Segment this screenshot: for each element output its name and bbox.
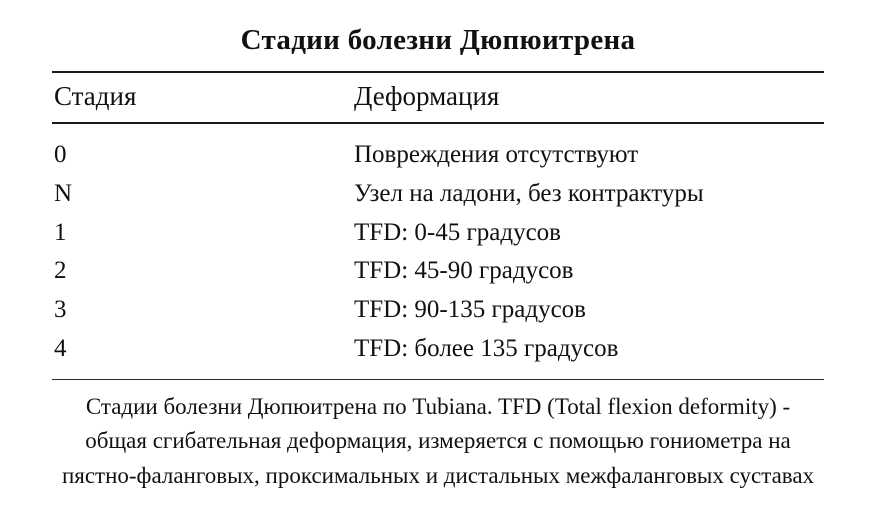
table-row: 4 TFD: более 135 градусов bbox=[54, 330, 822, 369]
bottom-rule bbox=[52, 379, 824, 380]
table-row: N Узел на ладони, без контрактуры bbox=[54, 175, 822, 214]
table-row: 3 TFD: 90-135 градусов bbox=[54, 291, 822, 330]
cell-deformation: TFD: 45-90 градусов bbox=[354, 252, 822, 291]
column-header-deformation: Деформация bbox=[354, 81, 822, 112]
cell-stage: 1 bbox=[54, 214, 354, 253]
cell-deformation: TFD: более 135 градусов bbox=[354, 330, 822, 369]
cell-stage: N bbox=[54, 175, 354, 214]
cell-stage: 4 bbox=[54, 330, 354, 369]
document-page: Стадии болезни Дюпюитрена Стадия Деформа… bbox=[0, 0, 876, 493]
table-header-row: Стадия Деформация bbox=[52, 73, 824, 122]
cell-stage: 0 bbox=[54, 136, 354, 175]
cell-stage: 3 bbox=[54, 291, 354, 330]
table-row: 2 TFD: 45-90 градусов bbox=[54, 252, 822, 291]
cell-stage: 2 bbox=[54, 252, 354, 291]
table-row: 0 Повреждения отсутствуют bbox=[54, 136, 822, 175]
table-body: 0 Повреждения отсутствуют N Узел на ладо… bbox=[52, 124, 824, 379]
column-header-stage: Стадия bbox=[54, 81, 354, 112]
table-caption: Стадии болезни Дюпюитрена по Tubiana. TF… bbox=[52, 390, 824, 494]
cell-deformation: TFD: 0-45 градусов bbox=[354, 214, 822, 253]
cell-deformation: Повреждения отсутствуют bbox=[354, 136, 822, 175]
table-title: Стадии болезни Дюпюитрена bbox=[52, 24, 824, 57]
cell-deformation: Узел на ладони, без контрактуры bbox=[354, 175, 822, 214]
cell-deformation: TFD: 90-135 градусов bbox=[354, 291, 822, 330]
table-row: 1 TFD: 0-45 градусов bbox=[54, 214, 822, 253]
